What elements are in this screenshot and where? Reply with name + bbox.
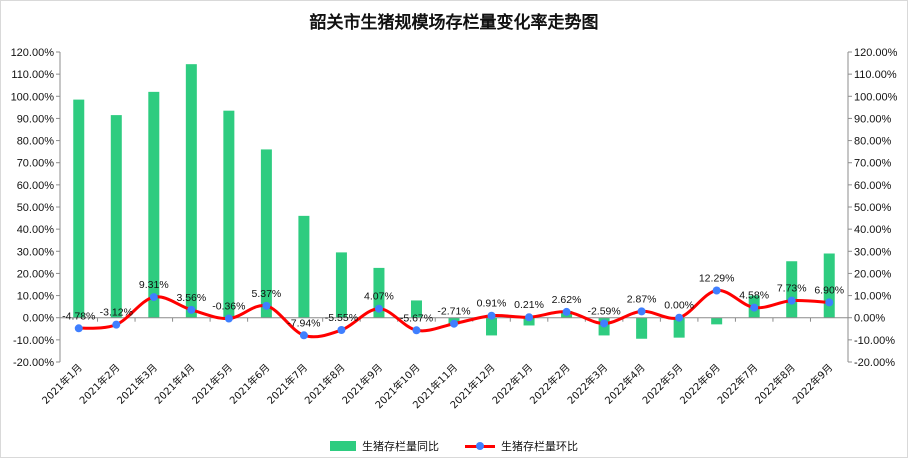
data-label: -3.12% bbox=[100, 307, 133, 319]
legend-bar-label: 生猪存栏量同比 bbox=[362, 440, 439, 453]
line-point bbox=[299, 331, 308, 340]
bar bbox=[786, 261, 798, 318]
line-point bbox=[825, 298, 834, 307]
y-tick-label-left: 90.00% bbox=[17, 113, 55, 125]
line-point bbox=[675, 313, 684, 322]
data-label: 4.58% bbox=[739, 290, 769, 302]
y-tick-label-left: 120.00% bbox=[11, 47, 55, 59]
legend-line-label: 生猪存栏量环比 bbox=[501, 440, 578, 453]
y-tick-label-left: 100.00% bbox=[11, 91, 55, 103]
y-tick-label-right: 0.00% bbox=[854, 313, 885, 325]
bar bbox=[298, 215, 310, 318]
line-point bbox=[637, 307, 646, 316]
bar bbox=[260, 149, 272, 318]
bar bbox=[636, 317, 648, 339]
data-label: -4.78% bbox=[62, 310, 95, 322]
bar bbox=[335, 252, 347, 318]
bar bbox=[148, 91, 160, 318]
bar bbox=[823, 253, 835, 318]
y-tick-label-right: 80.00% bbox=[854, 136, 892, 148]
y-tick-label-right: 30.00% bbox=[854, 246, 892, 258]
line-point bbox=[787, 296, 796, 305]
line-point bbox=[712, 286, 721, 295]
bar bbox=[523, 317, 535, 326]
y-tick-label-right: 70.00% bbox=[854, 158, 892, 170]
bar bbox=[673, 317, 685, 338]
y-tick-label-right: 40.00% bbox=[854, 224, 892, 236]
y-tick-label-right: 50.00% bbox=[854, 202, 892, 214]
line-point bbox=[112, 320, 121, 329]
x-tick-label: 2022年9月 bbox=[790, 361, 836, 407]
y-tick-label-right: 20.00% bbox=[854, 268, 892, 280]
data-label: 7.73% bbox=[777, 283, 807, 295]
data-label: 0.91% bbox=[477, 298, 507, 310]
line-point bbox=[374, 304, 383, 313]
y-tick-label-left: -20.00% bbox=[13, 357, 54, 369]
line-point bbox=[337, 326, 346, 335]
y-tick-label-right: 110.00% bbox=[854, 69, 897, 81]
bar bbox=[110, 115, 122, 318]
bar bbox=[711, 317, 723, 325]
legend-item-line: 生猪存栏量环比 bbox=[465, 438, 578, 454]
line-point bbox=[149, 293, 158, 302]
y-tick-label-left: 30.00% bbox=[17, 246, 55, 258]
line-point bbox=[487, 311, 496, 320]
line-point bbox=[450, 319, 458, 328]
bar bbox=[223, 110, 235, 318]
bar bbox=[486, 317, 498, 336]
y-tick-label-left: 110.00% bbox=[11, 69, 54, 81]
y-tick-label-left: 0.00% bbox=[23, 313, 54, 325]
y-tick-label-left: -10.00% bbox=[13, 335, 54, 347]
y-tick-label-left: 80.00% bbox=[17, 136, 55, 148]
chart-title: 韶关市生猪规模场存栏量变化率走势图 bbox=[309, 13, 599, 33]
legend-line-swatch bbox=[465, 441, 495, 451]
line-point bbox=[525, 313, 534, 322]
chart-plot: -20.00% -20.00% -10.00% -10.00% 0.00% 0.00% 10… bbox=[11, 47, 898, 411]
data-label: 9.31% bbox=[139, 279, 169, 291]
y-tick-label-left: 70.00% bbox=[17, 158, 55, 170]
data-label: 2.62% bbox=[552, 294, 582, 306]
data-label: -7.94% bbox=[287, 317, 320, 329]
data-label: 4.07% bbox=[364, 291, 394, 303]
line-point bbox=[74, 324, 83, 333]
line-point bbox=[262, 301, 271, 310]
bar bbox=[373, 267, 385, 318]
data-label: -5.55% bbox=[325, 312, 358, 324]
y-tick-label-left: 10.00% bbox=[17, 291, 55, 303]
y-tick-label-right: 120.00% bbox=[854, 47, 898, 59]
y-tick-label-left: 60.00% bbox=[17, 180, 55, 192]
bar bbox=[410, 300, 422, 318]
data-label: 3.56% bbox=[176, 292, 206, 304]
y-tick-label-right: 10.00% bbox=[854, 291, 892, 303]
line-point bbox=[224, 314, 233, 323]
line-point bbox=[187, 305, 196, 314]
y-tick-label-right: -10.00% bbox=[854, 335, 895, 347]
data-label: -0.36% bbox=[212, 301, 245, 313]
legend-bar-swatch bbox=[330, 441, 356, 451]
data-label: 0.21% bbox=[514, 299, 544, 311]
legend-item-bar: 生猪存栏量同比 bbox=[330, 438, 439, 454]
data-label: 12.29% bbox=[699, 273, 735, 285]
line-point bbox=[412, 326, 421, 335]
chart-legend: 生猪存栏量同比 生猪存栏量环比 bbox=[0, 438, 908, 454]
y-tick-label-right: -20.00% bbox=[854, 357, 895, 369]
data-label: -2.59% bbox=[587, 305, 620, 317]
y-tick-label-left: 50.00% bbox=[17, 202, 55, 214]
y-tick-label-left: 40.00% bbox=[17, 224, 55, 236]
data-label: 5.37% bbox=[251, 288, 281, 300]
data-label: 0.00% bbox=[664, 300, 694, 312]
data-label: 6.90% bbox=[814, 284, 844, 296]
y-tick-label-left: 20.00% bbox=[17, 268, 55, 280]
data-label: 2.87% bbox=[627, 293, 657, 305]
data-label: -2.71% bbox=[437, 306, 470, 318]
y-tick-label-right: 100.00% bbox=[854, 91, 898, 103]
line-point bbox=[600, 319, 609, 328]
bar bbox=[185, 64, 197, 318]
bar bbox=[73, 99, 85, 318]
y-tick-label-right: 90.00% bbox=[854, 113, 892, 125]
y-tick-label-right: 60.00% bbox=[854, 180, 892, 192]
line-point bbox=[750, 303, 759, 312]
line-point bbox=[562, 307, 571, 316]
data-label: -5.67% bbox=[400, 312, 433, 324]
